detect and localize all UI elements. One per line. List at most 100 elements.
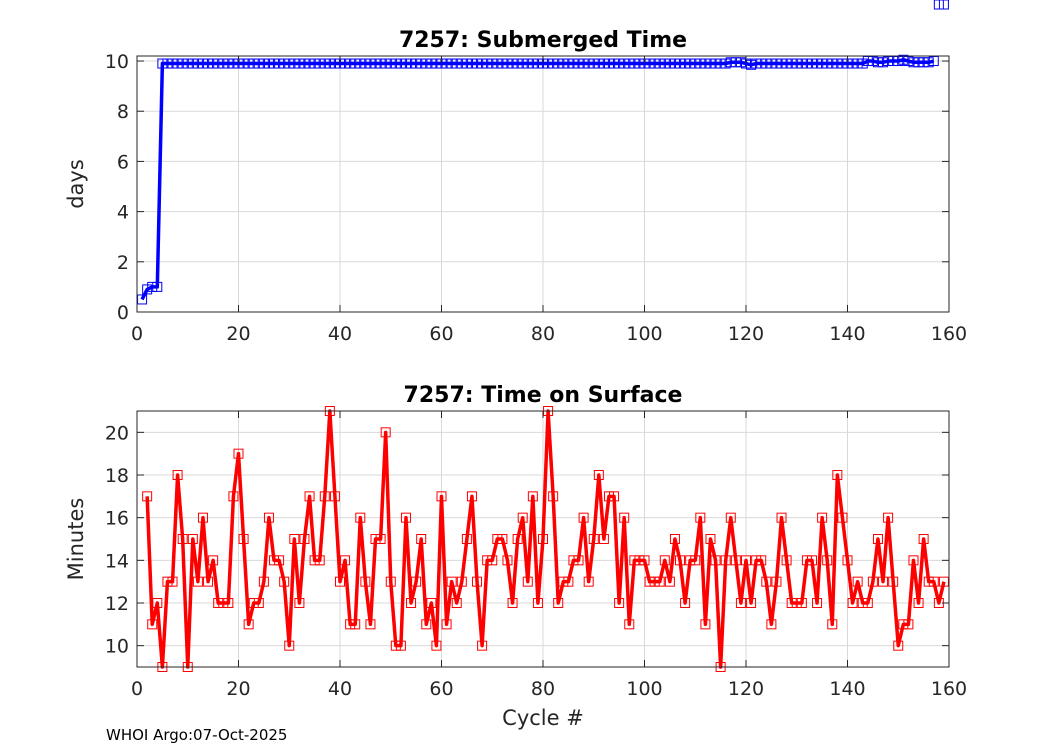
data-point: [218, 58, 229, 69]
data-point: [654, 576, 665, 587]
data-point: [350, 58, 361, 69]
y-tick-label: 6: [117, 151, 129, 173]
data-point: [258, 576, 269, 587]
x-tick-label: 0: [131, 678, 143, 700]
data-point: [421, 58, 432, 69]
x-tick-label: 20: [226, 323, 250, 345]
data-point: [776, 58, 787, 69]
data-point: [228, 58, 239, 69]
data-point: [588, 58, 599, 69]
data-point: [751, 555, 762, 566]
data-point: [801, 555, 812, 566]
data-point: [771, 576, 782, 587]
data-point: [720, 58, 731, 69]
data-point: [203, 58, 214, 69]
data-point: [603, 491, 614, 502]
data-point: [903, 56, 914, 67]
data-point: [771, 58, 782, 69]
data-point: [279, 58, 290, 69]
data-point: [766, 619, 777, 630]
x-tick-label: 120: [728, 678, 764, 700]
data-point: [730, 57, 741, 68]
data-point: [314, 555, 325, 566]
data-point: [685, 555, 696, 566]
data-point: [177, 534, 188, 544]
data-point: [715, 58, 726, 69]
y-tick-label: 0: [117, 302, 129, 324]
data-point: [197, 58, 208, 69]
data-point: [152, 598, 163, 608]
data-point: [340, 58, 351, 69]
data-point: [735, 598, 746, 608]
data-point: [639, 555, 650, 566]
data-point: [426, 598, 437, 608]
data-point: [426, 58, 437, 69]
x-tick-label: 60: [429, 678, 453, 700]
data-point: [390, 640, 401, 651]
data-point: [512, 534, 523, 544]
data-point: [893, 56, 904, 67]
data-point: [238, 58, 249, 69]
data-point: [659, 555, 670, 566]
data-point: [375, 58, 386, 69]
x-tick-label: 0: [131, 323, 143, 345]
data-point: [355, 58, 366, 69]
data-point: [253, 58, 264, 69]
data-point: [284, 640, 295, 651]
data-point: [431, 58, 442, 69]
data-point: [867, 576, 878, 587]
data-point: [746, 598, 757, 608]
data-point: [913, 598, 924, 608]
data-point: [746, 59, 757, 70]
data-point: [446, 58, 457, 69]
data-point: [568, 58, 579, 69]
data-point: [299, 58, 310, 69]
data-point: [416, 534, 427, 544]
x-tick-label: 160: [931, 678, 967, 700]
data-point: [847, 598, 858, 608]
data-point: [289, 534, 300, 544]
data-point: [806, 555, 817, 566]
data-point: [761, 576, 772, 587]
data-point: [197, 512, 208, 523]
data-point: [781, 58, 792, 69]
data-point: [167, 58, 178, 69]
data-point: [644, 576, 655, 587]
footer-stamp: WHOI Argo:07-Oct-2025: [106, 726, 288, 744]
data-point: [436, 491, 447, 502]
data-point: [472, 576, 483, 587]
data-point: [801, 58, 812, 69]
data-point: [187, 534, 198, 544]
data-point: [725, 512, 736, 523]
data-point: [522, 576, 533, 587]
data-point: [837, 512, 848, 523]
data-point: [548, 491, 559, 502]
y-tick-label: 14: [105, 550, 129, 572]
data-point: [558, 58, 569, 69]
y-tick-label: 2: [117, 252, 129, 274]
data-point: [456, 58, 467, 69]
data-point: [659, 58, 670, 69]
data-point: [923, 57, 934, 68]
data-point: [573, 58, 584, 69]
data-point: [395, 58, 406, 69]
data-point: [918, 57, 929, 68]
data-point: [822, 58, 833, 69]
x-tick-label: 100: [626, 678, 662, 700]
data-point: [751, 58, 762, 69]
data-point: [456, 576, 467, 587]
data-point: [375, 534, 386, 544]
data-point: [908, 555, 919, 566]
data-point: [238, 534, 249, 544]
data-point: [553, 58, 564, 69]
data-point: [324, 58, 335, 69]
data-point: [685, 58, 696, 69]
data-point: [319, 491, 330, 502]
data-point: [527, 58, 538, 69]
chart-2: 0 20 40 60 80 100 120 140 160 10 12 14 16 18 20 7257: T…: [64, 383, 967, 730]
x-tick-label: 40: [328, 678, 352, 700]
data-point: [806, 58, 817, 69]
data-point: [294, 598, 305, 608]
data-point: [182, 58, 193, 69]
